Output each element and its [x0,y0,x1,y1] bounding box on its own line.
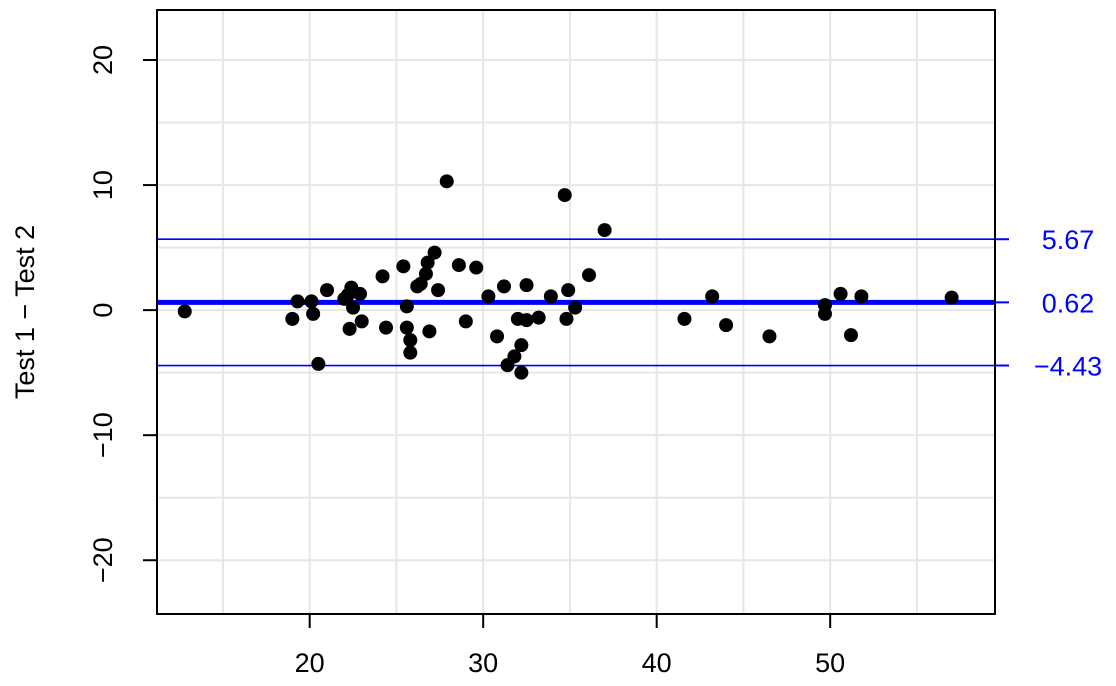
data-point [342,321,357,336]
data-point [490,329,505,344]
data-point [354,314,369,329]
data-point [514,338,529,353]
data-point [399,299,414,314]
data-point [418,266,433,281]
y-tick-label: 0 [88,303,118,318]
data-point [519,278,534,293]
data-points [177,174,959,380]
data-point [177,304,192,319]
y-axis: −20 −10 0 10 20 [88,45,157,583]
reference-label-lower-limit: −4.43 [1034,352,1102,382]
data-point [481,289,496,304]
data-point [519,313,534,328]
data-point [514,365,529,380]
data-point [427,245,442,260]
data-point [944,290,959,305]
data-point [531,310,546,325]
data-point [399,320,414,335]
data-point [439,174,454,189]
data-point [379,320,394,335]
data-point [762,329,777,344]
data-point [396,259,411,274]
data-point [843,328,858,343]
data-point [352,286,367,301]
data-point [451,258,466,273]
data-point [543,289,558,304]
x-tick-label: 40 [642,648,672,678]
data-point [817,306,832,321]
data-point [854,289,869,304]
data-point [422,324,437,339]
data-point [677,311,692,326]
data-point [719,318,734,333]
data-point [420,255,435,270]
data-point [496,279,511,294]
reference-label-mean: 0.62 [1042,288,1095,318]
data-point [557,188,572,203]
x-tick-label: 30 [468,648,498,678]
data-point [306,306,321,321]
data-point [304,294,319,309]
y-tick-label: −10 [88,412,118,458]
plot-frame [156,9,996,615]
data-point [375,269,390,284]
data-point [568,300,583,315]
y-tick-label: −20 [88,537,118,583]
data-point [507,349,522,364]
data-point [403,333,418,348]
y-tick-label: 20 [88,45,118,75]
y-axis-title: Test 1 − Test 2 [10,225,40,399]
y-tick-label: 10 [88,170,118,200]
data-point [833,286,848,301]
x-tick-label: 20 [295,648,325,678]
data-point [403,345,418,360]
data-point [311,356,326,371]
data-point [285,311,300,326]
data-point [582,268,597,283]
data-point [561,283,576,298]
data-point [705,289,720,304]
data-point [559,311,574,326]
x-axis: 20 30 40 50 [295,614,845,678]
x-tick-label: 50 [815,648,845,678]
data-point [431,283,446,298]
data-point [597,223,612,238]
reference-label-upper-limit: 5.67 [1042,225,1095,255]
data-point [458,314,473,329]
data-point [290,294,305,309]
data-point [469,260,484,275]
reference-labels: 5.67 0.62 −4.43 [995,225,1102,382]
data-point [346,300,361,315]
data-point [320,283,335,298]
